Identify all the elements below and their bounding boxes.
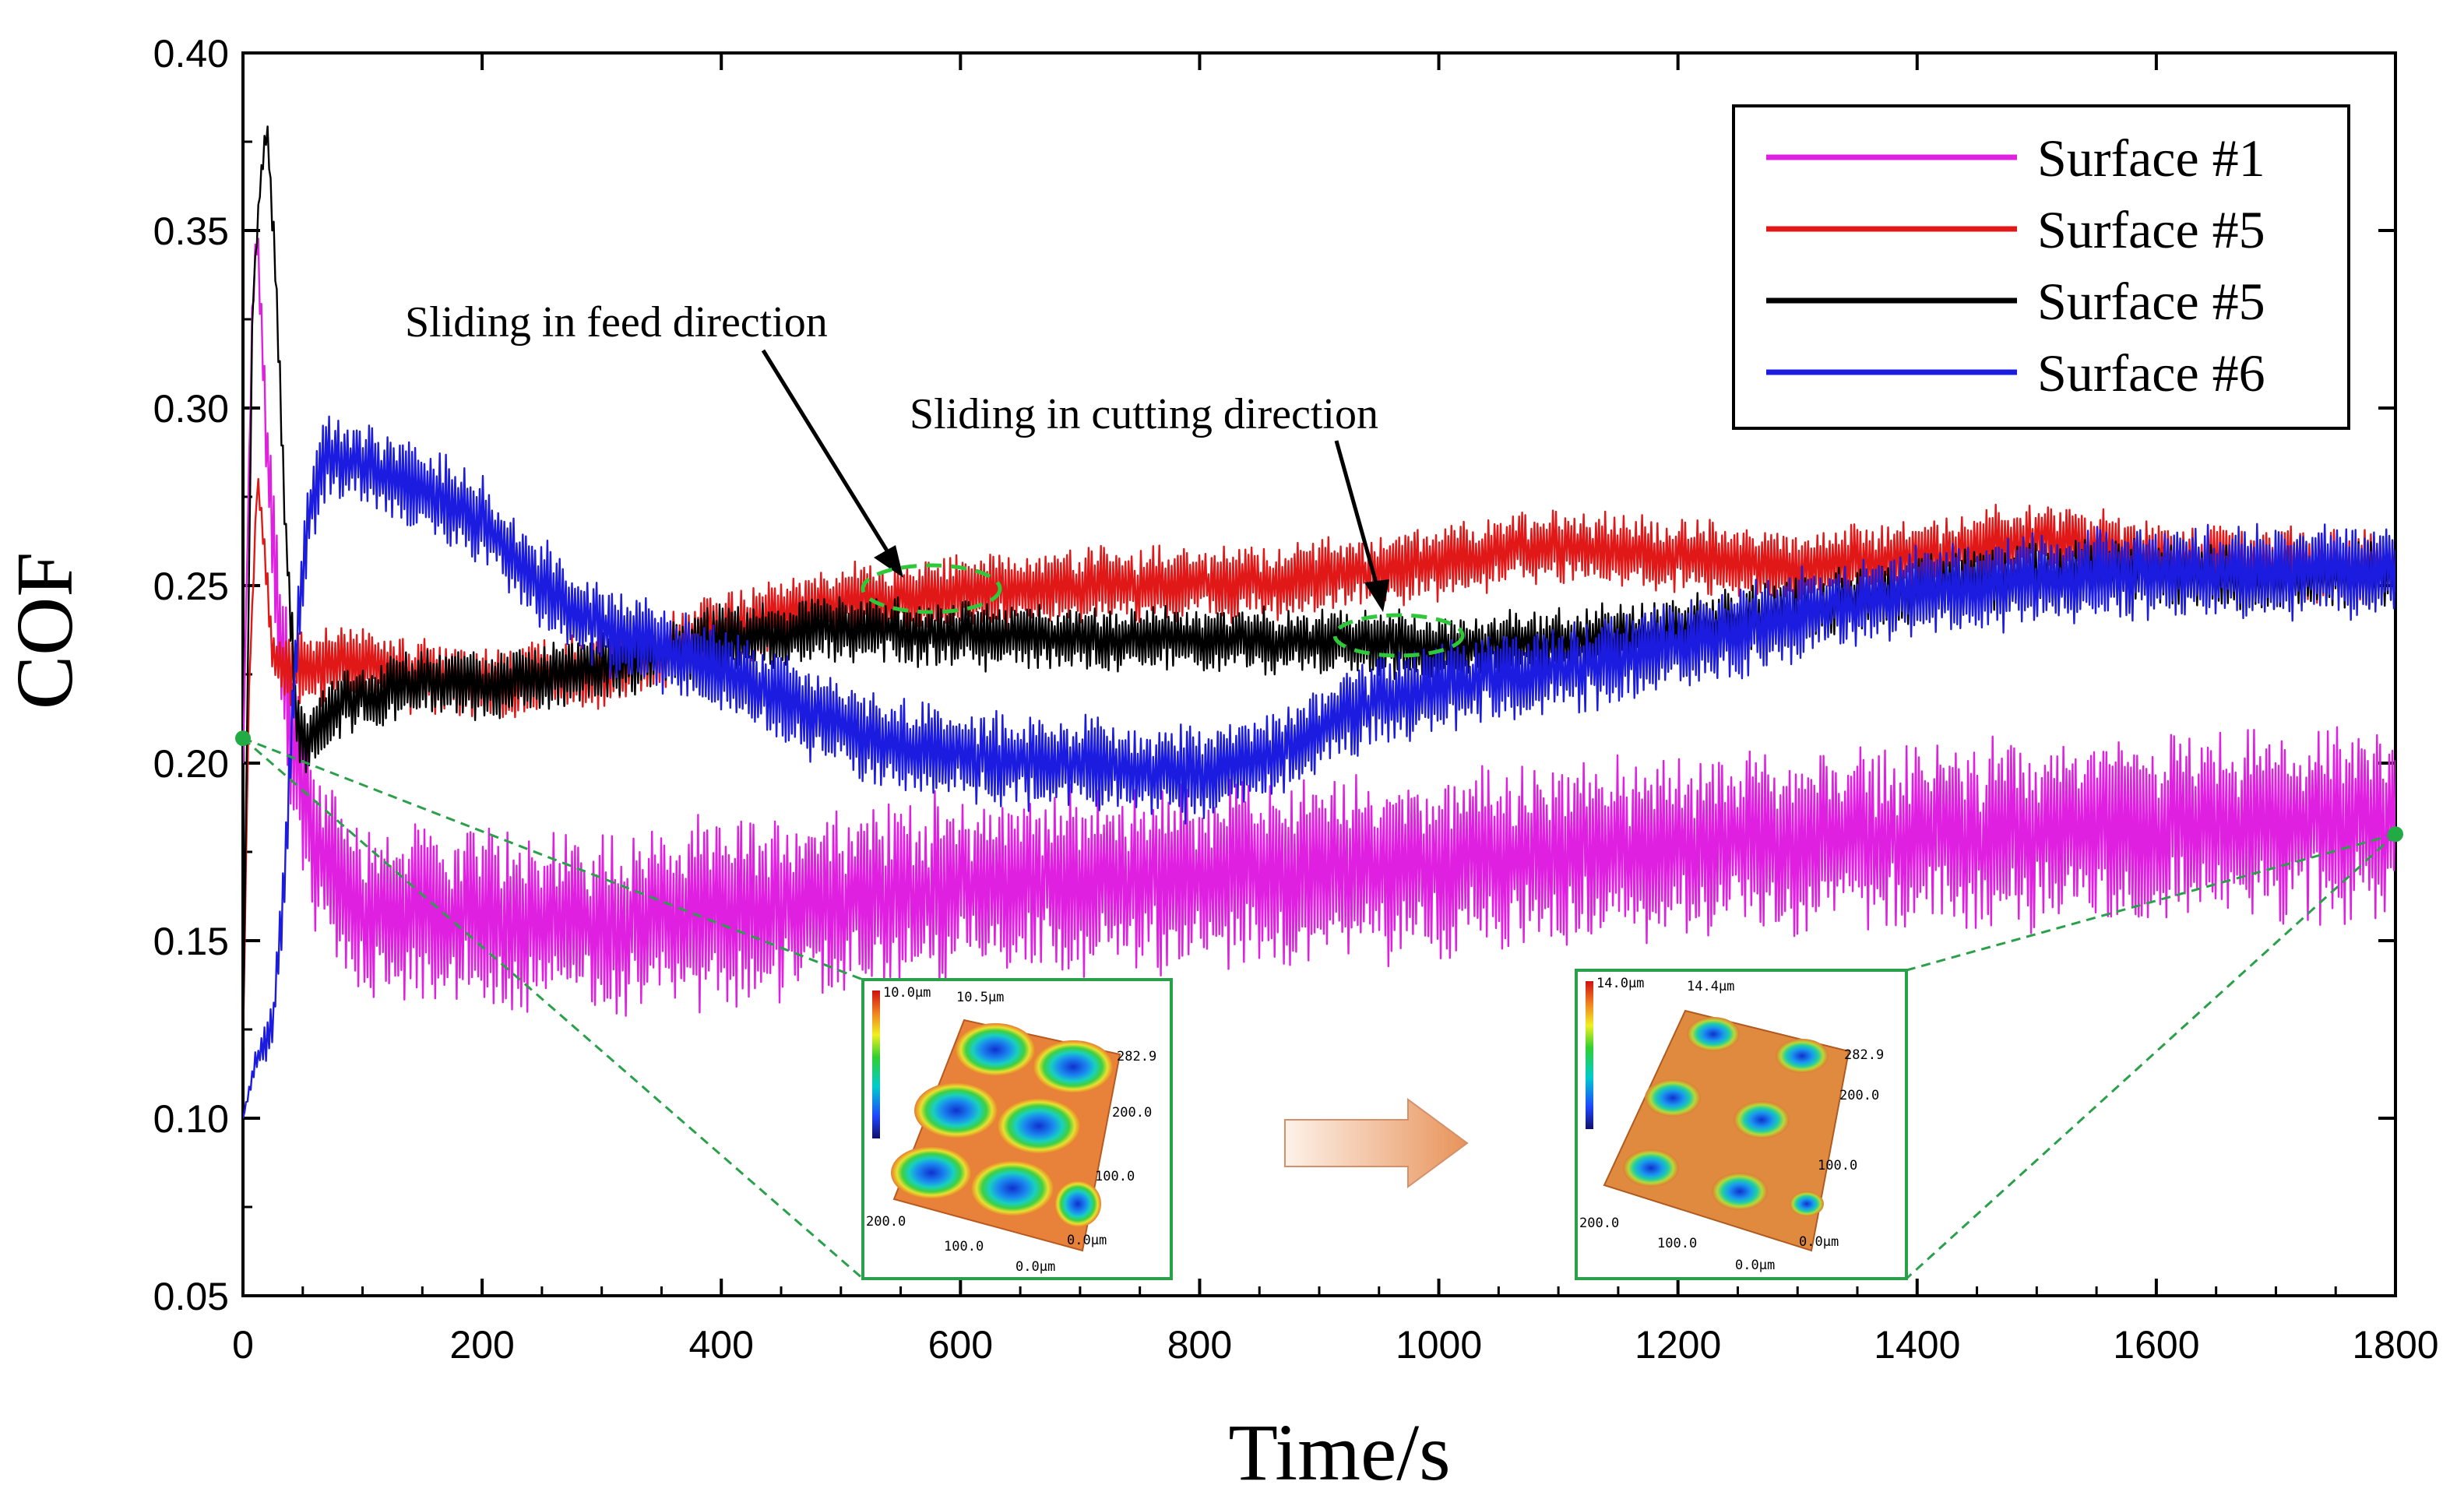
y-axis-title: COF (0, 552, 90, 709)
series-line-4 (243, 415, 2395, 1119)
annotation-cutting-direction: Sliding in cutting direction (910, 390, 1378, 438)
zoom-guide-line (1906, 832, 2396, 972)
legend-label: Surface #1 (2037, 128, 2265, 188)
zoom-guide-line (1905, 833, 2397, 1280)
inset-peak-label: 10.5μm (956, 990, 1004, 1005)
inset-axis-label: 200.0 (866, 1214, 906, 1230)
x-tick-label: 1000 (1396, 1323, 1482, 1367)
zoom-marker (235, 730, 251, 747)
inset-axis-label: 100.0 (1095, 1169, 1135, 1184)
surface-plate (1603, 1009, 1850, 1252)
inset-axis-label: 100.0 (1657, 1236, 1697, 1251)
y-tick-label: 0.20 (153, 742, 229, 786)
inset-axis-label: 282.9 (1844, 1047, 1884, 1063)
annotation-feed-direction: Sliding in feed direction (405, 298, 828, 347)
colorbar (872, 991, 880, 1138)
x-tick-label: 400 (689, 1323, 754, 1367)
x-tick-label: 1200 (1635, 1323, 1721, 1367)
x-tick-label: 1600 (2113, 1323, 2199, 1367)
zoom-guide-line (242, 737, 864, 981)
y-tick-label: 0.35 (153, 209, 229, 253)
inset-axis-label: 200.0 (1579, 1216, 1619, 1231)
y-tick-label: 0.40 (153, 32, 229, 76)
x-tick-label: 1400 (1874, 1323, 1960, 1367)
inset-axis-label: 0.0μm (1067, 1233, 1107, 1248)
legend-label: Surface #5 (2037, 272, 2265, 331)
inset-surface-before: 10.5μm 10.0μm 282.9 200.0 100.0 0.0μm 20… (861, 978, 1173, 1280)
legend: Surface #1 Surface #5 Surface #5 Surface #6 (1732, 104, 2350, 430)
x-tick-label: 0 (232, 1323, 254, 1367)
x-tick-label: 600 (928, 1323, 993, 1367)
surface-dimples (891, 1023, 1114, 1227)
annotation-arrowhead-icon (1364, 579, 1389, 612)
annotation-arrowhead-icon (874, 545, 903, 578)
inset-axis-label: 100.0 (944, 1239, 984, 1254)
inset-axis-label: 0.0μm (1799, 1234, 1839, 1250)
x-axis-title: Time/s (1228, 1408, 1450, 1497)
inset-axis-label: 200.0 (1839, 1088, 1879, 1103)
inset-axis-label: 282.9 (1117, 1049, 1156, 1064)
x-tick-label: 1800 (2352, 1323, 2438, 1367)
surface-dimples (1623, 1017, 1829, 1216)
zoom-guides (235, 730, 2403, 1280)
zoom-guide-line (242, 737, 864, 1280)
x-tick-label: 200 (449, 1323, 514, 1367)
y-tick-label: 0.15 (153, 920, 229, 963)
legend-label: Surface #5 (2037, 200, 2265, 259)
y-tick-label: 0.05 (153, 1275, 229, 1318)
inset-axis-label: 0.0μm (1735, 1258, 1775, 1273)
inset-surface-after: 14.4μm 14.0μm 282.9 200.0 100.0 0.0μm 20… (1575, 969, 1908, 1280)
legend-label: Surface #6 (2037, 343, 2265, 403)
highlight-ellipse (1332, 613, 1465, 658)
inset-axis-label: 0.0μm (1016, 1259, 1055, 1275)
colorbar (1586, 981, 1593, 1129)
inset-axis-label: 200.0 (1112, 1105, 1152, 1121)
y-tick-label: 0.10 (153, 1097, 229, 1141)
annotation-arrow (761, 349, 892, 556)
transition-arrow-icon (1284, 1098, 1469, 1188)
x-tick-label: 800 (1167, 1323, 1232, 1367)
inset-axis-label: 100.0 (1818, 1158, 1857, 1173)
inset-peak-label: 14.4μm (1687, 979, 1734, 994)
inset-cbar-top: 10.0μm (883, 985, 931, 1001)
y-tick-label: 0.30 (153, 387, 229, 431)
zoom-marker (2388, 826, 2403, 843)
inset-cbar-top: 14.0μm (1596, 976, 1644, 991)
axis-ticks: 0 200 400 600 800 1000 1200 1400 1600 1800 0.05 0.1… (153, 32, 2439, 1367)
series-layer (243, 125, 2395, 1119)
series-line-1 (243, 238, 2395, 1017)
highlight-ellipse (861, 563, 1002, 614)
annotation-arrow (1334, 440, 1379, 586)
y-tick-label: 0.25 (153, 565, 229, 608)
annotations: Sliding in feed direction Sliding in cut… (405, 298, 1465, 658)
